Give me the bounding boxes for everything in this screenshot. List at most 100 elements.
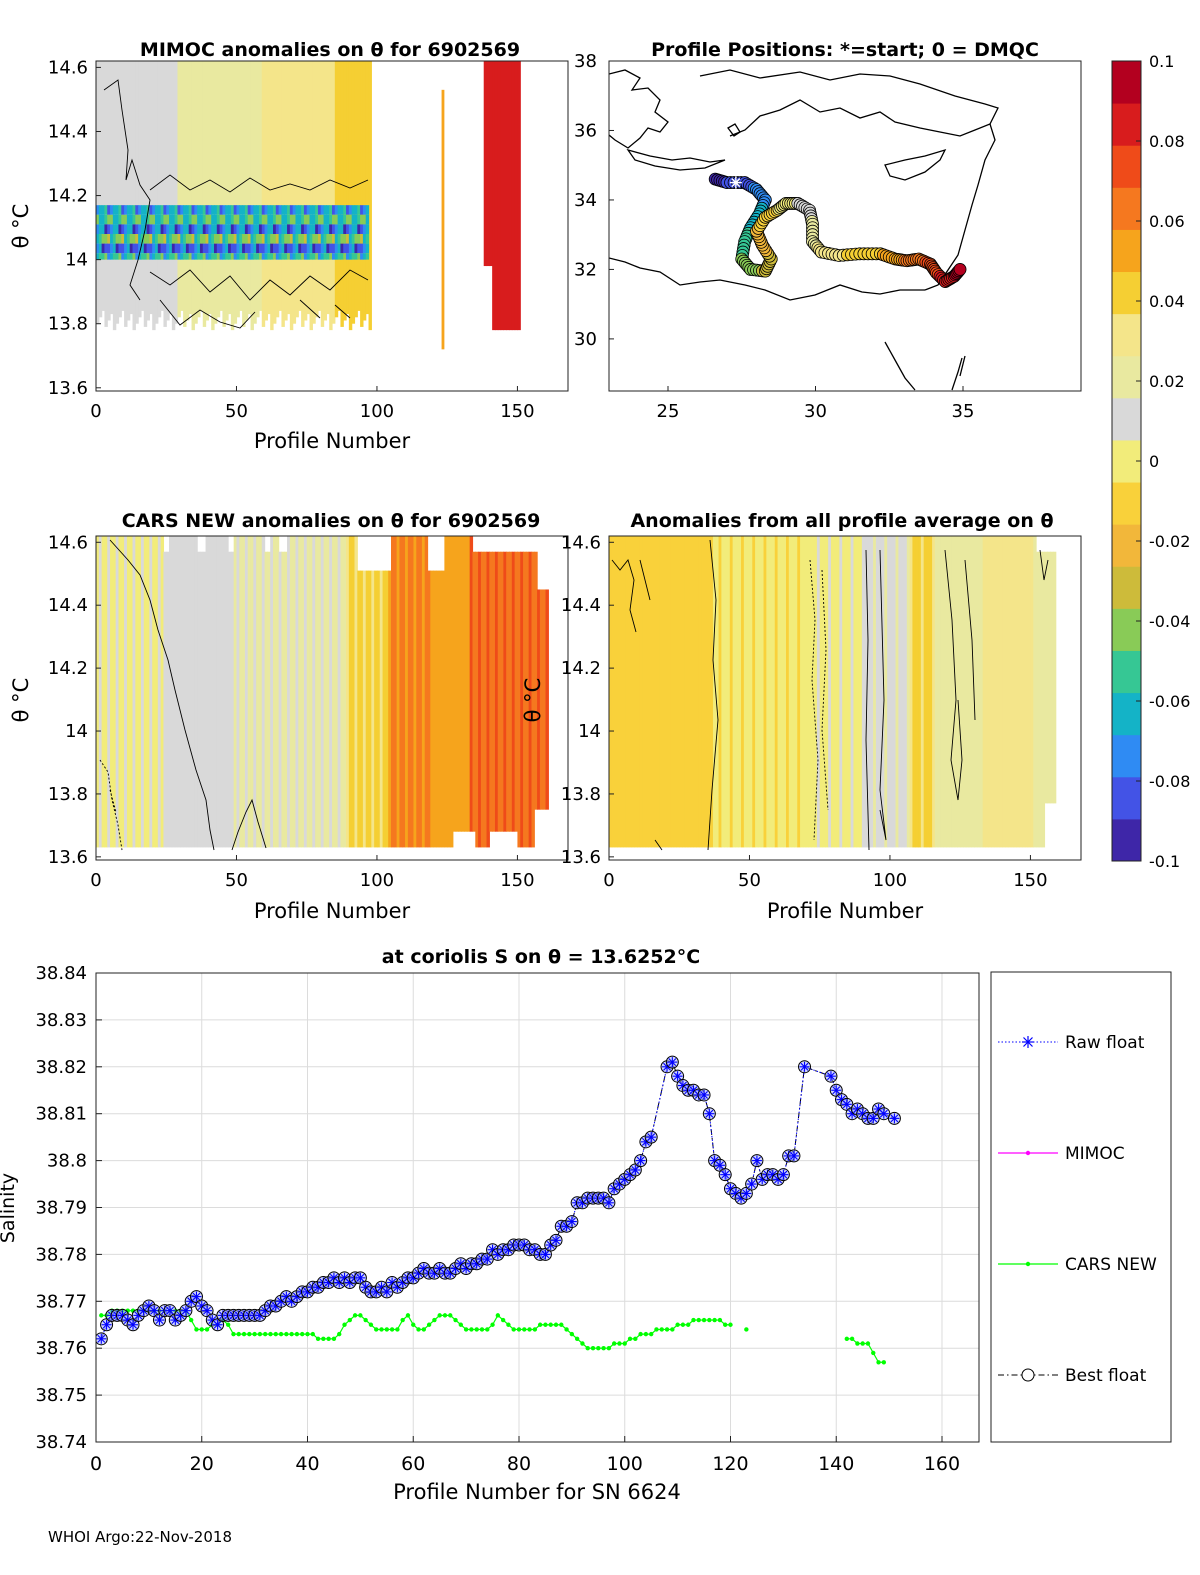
mimoc-band-cell bbox=[177, 214, 181, 225]
y-tick-label: 38.84 bbox=[35, 963, 87, 984]
mimoc-band-cell bbox=[180, 224, 184, 235]
mimoc-band-cell bbox=[340, 243, 344, 254]
mimoc-band-cell bbox=[110, 234, 114, 244]
avg-cell bbox=[715, 536, 720, 848]
raw-float-point bbox=[154, 1315, 165, 1326]
mimoc-band-cell bbox=[169, 253, 173, 260]
avg-cell bbox=[892, 536, 897, 848]
y-tick-label: 13.6 bbox=[48, 847, 88, 868]
mimoc-band-cell bbox=[244, 205, 249, 215]
mimoc-band-cell bbox=[256, 234, 260, 244]
cars-new-point bbox=[648, 1331, 654, 1337]
avg-cell bbox=[867, 536, 871, 848]
avg-ticks: 0 50 100 150 13.6 13.8 14 14.2 14.4 14.6 bbox=[561, 532, 1048, 891]
y-tick-label: 38.77 bbox=[35, 1291, 87, 1312]
avg-cell bbox=[887, 536, 891, 848]
cars-new-point bbox=[855, 1341, 860, 1346]
mimoc-band-cell bbox=[357, 234, 361, 244]
avg-cell bbox=[968, 536, 973, 848]
mimoc-cell bbox=[362, 61, 367, 321]
mimoc-band-cell bbox=[309, 205, 313, 215]
colorbar-tick-label: 0.1 bbox=[1149, 52, 1174, 71]
avg-cell bbox=[729, 536, 734, 848]
mimoc-band-cell bbox=[157, 234, 162, 244]
cars-cell bbox=[351, 536, 356, 848]
mimoc-band-cell bbox=[244, 214, 249, 225]
mimoc-band-cell bbox=[236, 214, 240, 225]
mimoc-cell bbox=[219, 61, 224, 311]
mimoc-band-cell bbox=[191, 224, 195, 235]
mimoc-band-cell bbox=[115, 234, 120, 244]
mimoc-band-cell bbox=[306, 205, 311, 215]
mimoc-band-cell bbox=[315, 205, 319, 215]
mimoc-band-cell bbox=[281, 205, 285, 215]
mimoc-band-cell bbox=[332, 224, 336, 235]
cars-cell bbox=[357, 570, 361, 848]
mimoc-band-cell bbox=[281, 224, 285, 235]
mimoc-band-cell bbox=[346, 243, 350, 254]
mimoc-band-cell bbox=[343, 224, 347, 235]
mimoc-band-cell bbox=[143, 234, 148, 244]
mimoc-band-cell bbox=[197, 253, 201, 260]
avg-cell bbox=[718, 536, 722, 848]
mimoc-band-cell bbox=[107, 234, 111, 244]
cars-plot-frame bbox=[95, 535, 569, 861]
avg-cell bbox=[668, 536, 672, 848]
avg-cell bbox=[906, 536, 911, 848]
mimoc-band-cell bbox=[348, 205, 353, 215]
mimoc-band-cell bbox=[191, 234, 195, 244]
mimoc-band-cell bbox=[298, 214, 302, 225]
mimoc-band-cell bbox=[214, 224, 218, 235]
mimoc-band-cell bbox=[135, 224, 139, 235]
raw-float-point bbox=[630, 1164, 641, 1175]
cars-cell bbox=[118, 536, 122, 848]
cars-cell bbox=[435, 570, 440, 848]
mimoc-band-cell bbox=[197, 224, 201, 235]
avg-cell bbox=[721, 536, 725, 848]
mimoc-band-cell bbox=[247, 224, 252, 235]
mimoc-band-cell bbox=[312, 214, 316, 225]
mimoc-band-cell bbox=[315, 234, 319, 244]
mimoc-band-cell bbox=[360, 243, 364, 254]
avg-cell bbox=[991, 536, 995, 848]
legend-item-cars: CARS NEW bbox=[998, 1255, 1157, 1275]
colorbar-band bbox=[1112, 482, 1141, 525]
cars-cell bbox=[247, 536, 252, 848]
mimoc-cell bbox=[230, 61, 235, 331]
mimoc-band-cell bbox=[329, 243, 333, 254]
mimoc-band-cell bbox=[247, 205, 252, 215]
avg-contours bbox=[611, 539, 1049, 851]
mimoc-band-cell bbox=[169, 224, 173, 235]
mimoc-band-cell bbox=[348, 253, 353, 260]
mimoc-band-cell bbox=[197, 205, 201, 215]
mimoc-cell bbox=[157, 61, 162, 318]
mimoc-band-cell bbox=[216, 214, 221, 225]
mimoc-band-cell bbox=[228, 214, 232, 225]
mimoc-band-cell bbox=[110, 253, 114, 260]
raw-float-point bbox=[825, 1071, 836, 1082]
mimoc-band-cell bbox=[253, 224, 257, 235]
avg-cell bbox=[738, 536, 742, 848]
mimoc-cell bbox=[292, 61, 297, 324]
cars-cell bbox=[183, 536, 187, 848]
mimoc-cell bbox=[517, 61, 521, 331]
cars-cell bbox=[107, 536, 111, 848]
mimoc-band-cell bbox=[199, 205, 204, 215]
cars-cell bbox=[185, 536, 190, 848]
mimoc-cell bbox=[104, 61, 108, 327]
coastline-africa bbox=[609, 257, 925, 301]
cars-new-point bbox=[252, 1331, 257, 1337]
cars-cell bbox=[129, 536, 134, 848]
mimoc-cell bbox=[253, 61, 257, 324]
mimoc-band-cell bbox=[183, 253, 187, 260]
avg-contour-dotted bbox=[809, 559, 829, 841]
mimoc-band-cell bbox=[365, 253, 370, 260]
mimoc-band-cell bbox=[157, 243, 162, 254]
mimoc-band-cell bbox=[149, 243, 153, 254]
mimoc-contours bbox=[103, 79, 369, 329]
avg-cell bbox=[693, 536, 697, 848]
mimoc-band-cell bbox=[225, 224, 229, 235]
mimoc-band-cell bbox=[171, 214, 176, 225]
avg-cell bbox=[985, 536, 989, 848]
mimoc-band-cell bbox=[343, 253, 347, 260]
